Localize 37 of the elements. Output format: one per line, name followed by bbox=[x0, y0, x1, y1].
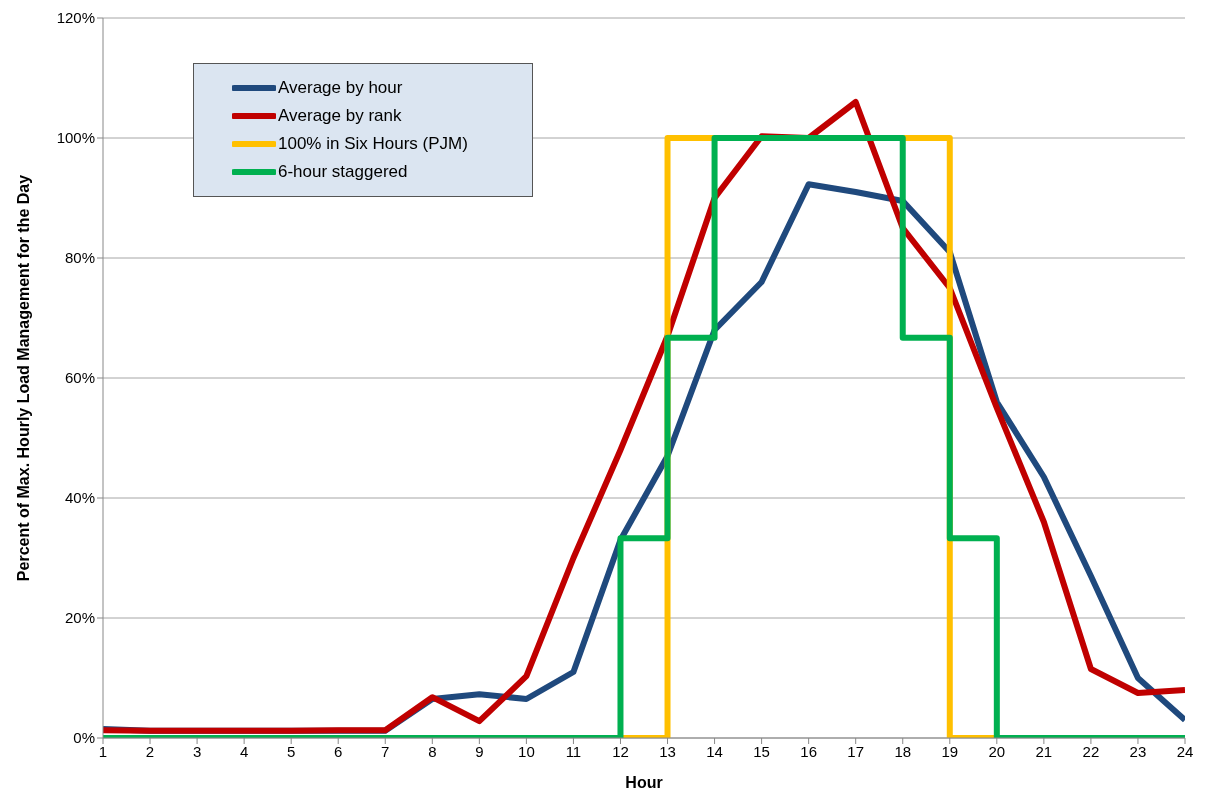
x-tick-label: 3 bbox=[192, 742, 202, 760]
x-tick-label: 16 bbox=[800, 742, 817, 760]
x-tick-label: 12 bbox=[612, 742, 629, 760]
x-tick-label: 22 bbox=[1082, 742, 1100, 760]
y-tick-label: 120% bbox=[56, 9, 95, 27]
y-tick-label: 80% bbox=[64, 249, 95, 267]
y-tick-label: 0% bbox=[73, 729, 95, 747]
legend-label: Average by hour bbox=[278, 78, 403, 98]
x-tick-label: 10 bbox=[518, 742, 535, 760]
x-tick-label: 8 bbox=[428, 742, 437, 760]
y-tick-label: 60% bbox=[64, 369, 95, 387]
legend-label: 100% in Six Hours (PJM) bbox=[278, 134, 468, 154]
x-tick-label: 4 bbox=[239, 742, 249, 760]
legend-label: Average by rank bbox=[278, 106, 402, 126]
x-tick-label: 9 bbox=[475, 742, 484, 760]
y-tick-label: 40% bbox=[64, 489, 95, 507]
x-tick-label: 1 bbox=[98, 742, 108, 760]
x-tick-label: 11 bbox=[565, 742, 582, 760]
x-tick-label: 24 bbox=[1176, 742, 1194, 760]
x-tick-label: 15 bbox=[753, 742, 770, 760]
x-tick-label: 19 bbox=[941, 742, 959, 760]
y-tick-label: 100% bbox=[56, 129, 95, 147]
y-axis-title: Percent of Max. Hourly Load Management for the Day bbox=[14, 174, 32, 582]
x-tick-label: 13 bbox=[659, 742, 676, 760]
legend-label: 6-hour staggered bbox=[278, 162, 408, 182]
x-tick-label: 6 bbox=[334, 742, 343, 760]
x-tick-label: 18 bbox=[894, 742, 912, 760]
x-tick-label: 14 bbox=[706, 742, 723, 760]
x-tick-label: 7 bbox=[381, 742, 390, 760]
x-tick-label: 17 bbox=[847, 742, 865, 760]
x-tick-label: 2 bbox=[145, 742, 155, 760]
x-tick-label: 20 bbox=[988, 742, 1006, 760]
x-tick-label: 21 bbox=[1035, 742, 1053, 760]
x-tick-label: 23 bbox=[1129, 742, 1147, 760]
x-tick-label: 5 bbox=[287, 742, 296, 760]
x-axis-title: Hour bbox=[625, 774, 663, 791]
y-tick-label: 20% bbox=[64, 609, 95, 627]
